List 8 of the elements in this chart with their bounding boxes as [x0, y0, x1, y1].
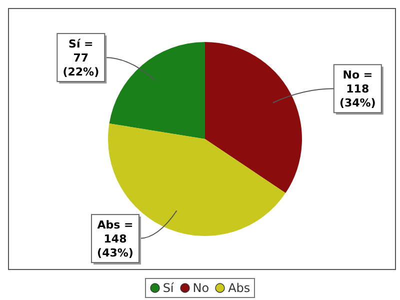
data-label: Abs = 148 (43%) [97, 218, 134, 260]
data-label: No = 118 (34%) [339, 68, 376, 110]
legend-label: Abs [227, 281, 250, 295]
pie-slice [205, 42, 302, 194]
data-label: Sí = 77 (22%) [62, 38, 100, 79]
legend-label: No [192, 281, 210, 295]
legend-label: Sí [162, 281, 174, 295]
pie-slice [109, 42, 205, 139]
